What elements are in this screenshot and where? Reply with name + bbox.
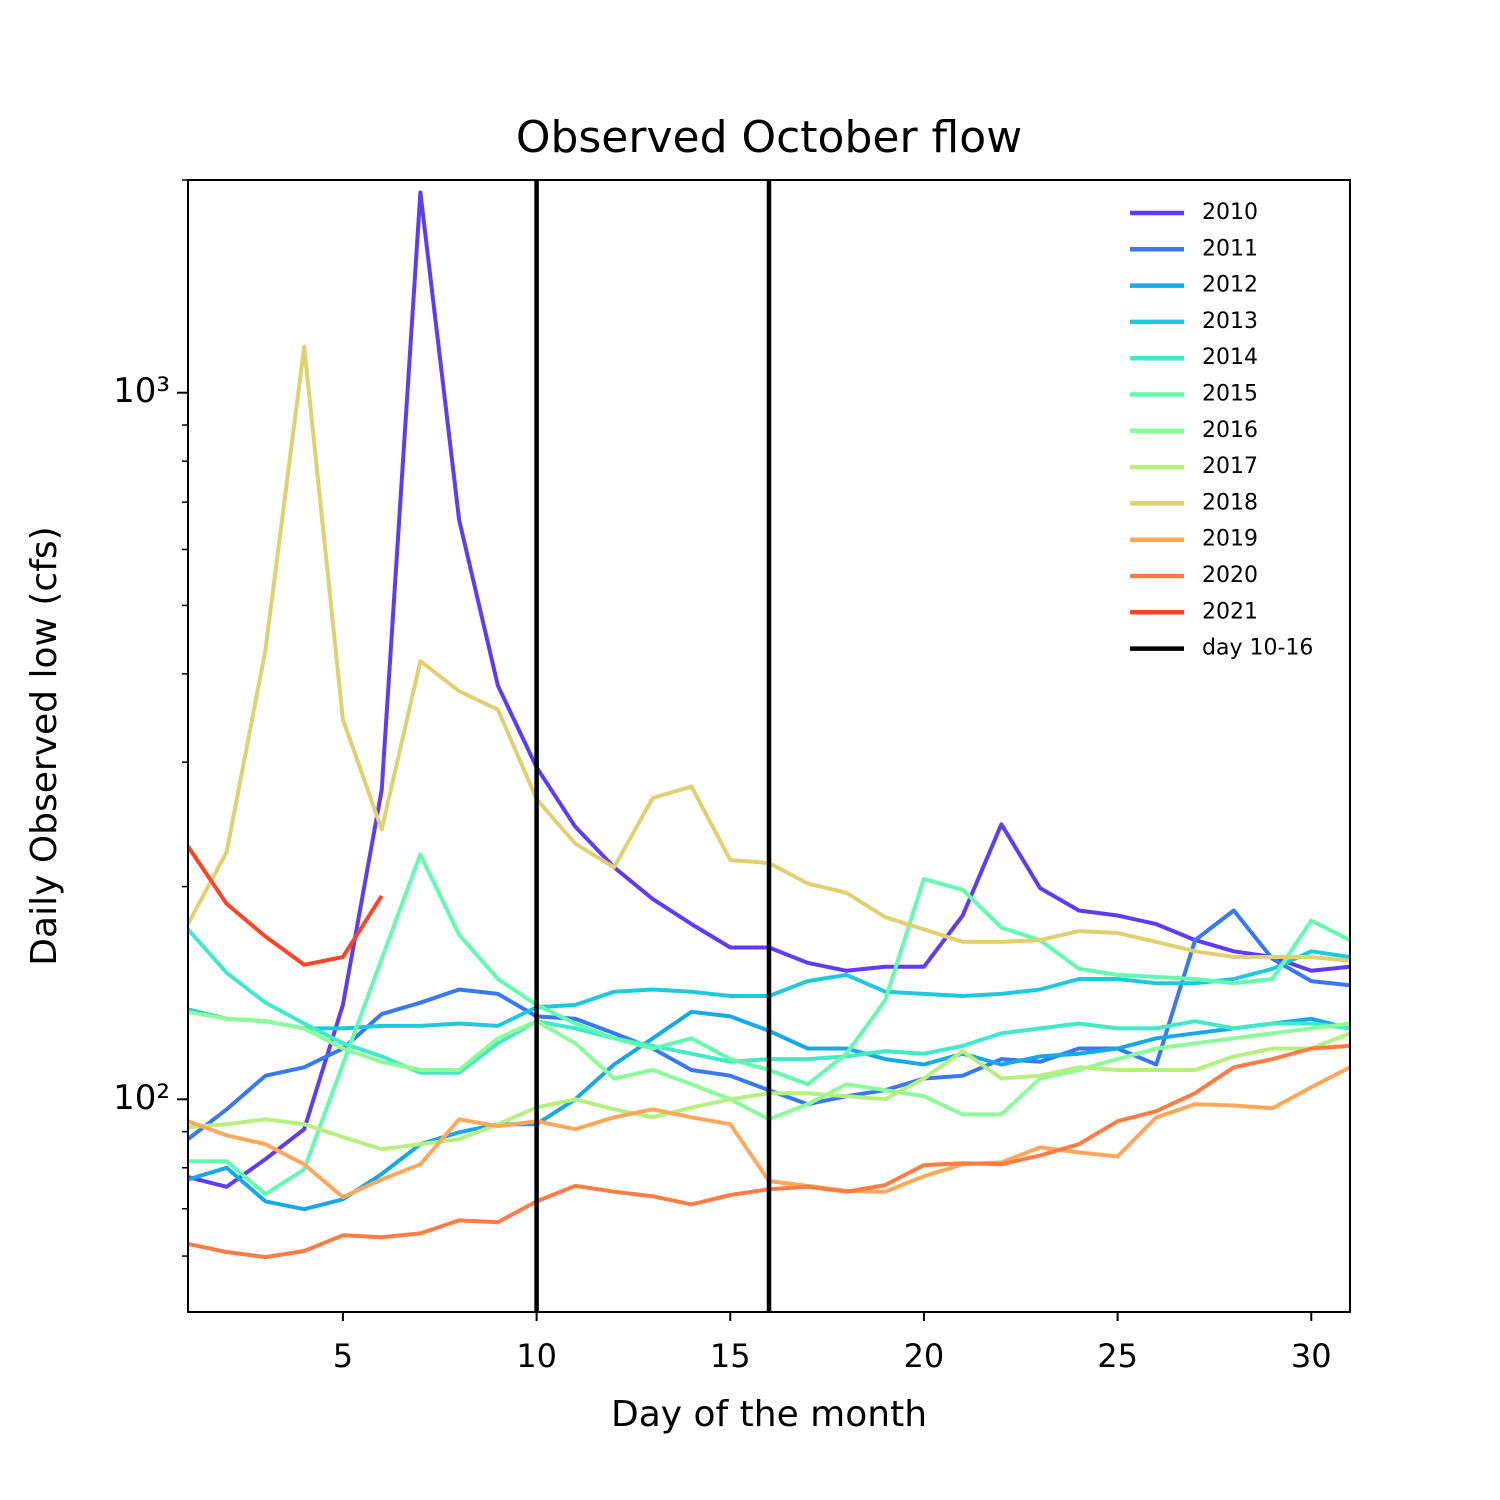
legend-label: 2014 [1202, 345, 1258, 370]
x-tick-label: 15 [710, 1337, 751, 1375]
plot-frame [187, 179, 1351, 1313]
legend-label: 2017 [1202, 454, 1258, 479]
x-tick-label: 10 [516, 1337, 557, 1375]
x-tick-label: 30 [1291, 1337, 1332, 1375]
x-tick-label: 5 [333, 1337, 353, 1375]
legend-label: 2012 [1202, 273, 1258, 298]
x-axis-label: Day of the month [611, 1394, 927, 1435]
x-tick-label: 20 [904, 1337, 945, 1375]
legend-label: 2020 [1202, 563, 1258, 588]
chart-title: Observed October flow [516, 112, 1022, 163]
legend-label: 2013 [1202, 309, 1258, 334]
y-tick-label: 10² [113, 1078, 170, 1118]
legend-label: 2015 [1202, 382, 1258, 407]
legend-label: day 10-16 [1202, 636, 1313, 661]
legend-label: 2018 [1202, 490, 1258, 515]
x-tick-label: 25 [1097, 1337, 1138, 1375]
legend-label: 2016 [1202, 418, 1258, 443]
y-tick-label: 10³ [113, 371, 170, 411]
y-axis-label: Daily Observed low (cfs) [24, 526, 65, 965]
legend-label: 2011 [1202, 236, 1258, 261]
legend-label: 2010 [1202, 200, 1258, 225]
legend-label: 2019 [1202, 527, 1258, 552]
series-line [188, 845, 384, 967]
legend-label: 2021 [1202, 599, 1258, 624]
